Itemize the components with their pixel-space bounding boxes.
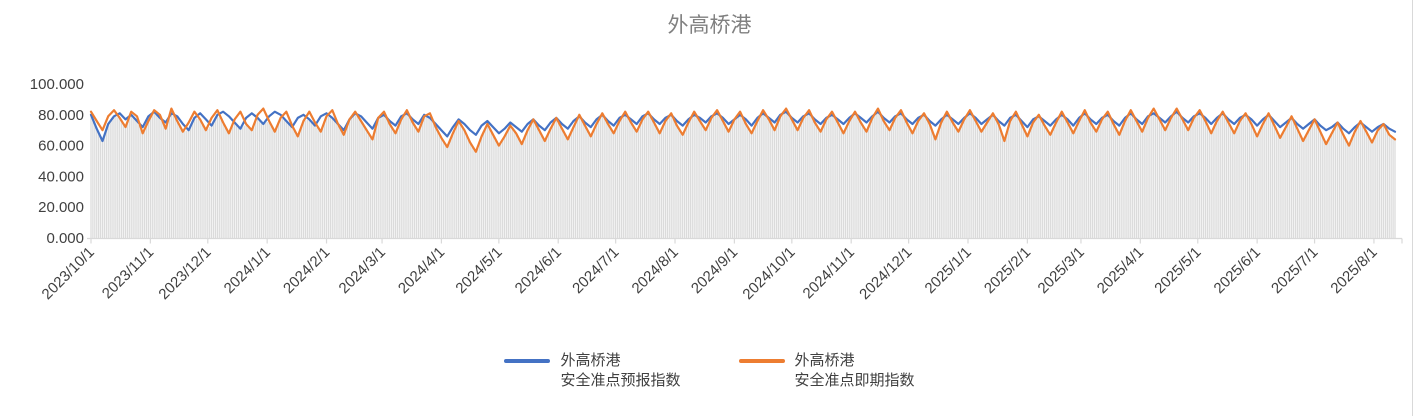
legend-swatch-forecast-line bbox=[504, 359, 551, 363]
x-tick-label: 2025/1/1 bbox=[922, 244, 975, 297]
x-tick-label: 2025/2/1 bbox=[981, 244, 1034, 297]
x-tick-label: 2024/5/1 bbox=[452, 244, 505, 297]
x-tick-label: 2024/12/1 bbox=[856, 244, 915, 303]
y-tick-label: 60.000 bbox=[38, 138, 84, 155]
x-tick-label: 2024/4/1 bbox=[395, 244, 448, 297]
legend-label-forecast: 外高桥港 安全准点预报指数 bbox=[560, 352, 681, 389]
y-tick-label: 40.000 bbox=[38, 168, 84, 185]
x-tick-label: 2024/8/1 bbox=[629, 244, 682, 297]
spot-index-line bbox=[89, 107, 1397, 153]
x-axis bbox=[87, 237, 1403, 244]
x-tick-label: 2024/7/1 bbox=[569, 244, 622, 297]
y-tick-label: 20.000 bbox=[38, 199, 84, 216]
x-tick-label: 2025/6/1 bbox=[1211, 244, 1264, 297]
window-edge-line bbox=[1412, 0, 1413, 416]
x-tick-label: 2023/12/1 bbox=[155, 244, 214, 303]
legend-swatch-spot-line bbox=[738, 359, 785, 363]
x-tick-label: 2025/8/1 bbox=[1327, 244, 1380, 297]
x-tick-label: 2025/4/1 bbox=[1094, 244, 1147, 297]
legend-item-forecast: 外高桥港 安全准点预报指数 bbox=[504, 351, 681, 391]
x-tick-label: 2024/9/1 bbox=[688, 244, 741, 297]
x-tick-label: 2025/3/1 bbox=[1035, 244, 1088, 297]
y-tick-label: 100.000 bbox=[30, 76, 84, 93]
plot-area: 0.000 20.000 40.000 60.000 80.000 100.000 2023… bbox=[30, 76, 1403, 303]
x-tick-label: 2024/1/1 bbox=[221, 244, 274, 297]
x-tick-label: 2023/10/1 bbox=[39, 244, 98, 303]
y-axis-labels: 0.000 20.000 40.000 60.000 80.000 100.000 bbox=[30, 76, 84, 247]
x-tick-label: 2024/3/1 bbox=[336, 244, 389, 297]
legend-item-spot: 外高桥港 安全准点即期指数 bbox=[738, 351, 915, 391]
x-tick-label: 2024/2/1 bbox=[280, 244, 333, 297]
x-tick-label: 2025/5/1 bbox=[1151, 244, 1204, 297]
x-tick-label: 2024/6/1 bbox=[512, 244, 565, 297]
x-tick-label: 2024/11/1 bbox=[800, 244, 858, 302]
y-tick-label: 0.000 bbox=[46, 230, 84, 247]
x-tick-label: 2025/7/1 bbox=[1268, 244, 1321, 297]
drop-bars bbox=[90, 111, 1396, 238]
x-tick-label: 2023/11/1 bbox=[99, 244, 157, 302]
y-tick-label: 80.000 bbox=[38, 107, 84, 124]
chart-svg: 0.000 20.000 40.000 60.000 80.000 100.000 2023… bbox=[30, 76, 1403, 303]
chart-title: 外高桥港 bbox=[667, 14, 752, 37]
x-tick-label: 2024/10/1 bbox=[739, 244, 798, 303]
legend: 外高桥港 安全准点预报指数 外高桥港 安全准点即期指数 bbox=[0, 351, 1419, 391]
legend-label-spot: 外高桥港 安全准点即期指数 bbox=[794, 352, 915, 389]
